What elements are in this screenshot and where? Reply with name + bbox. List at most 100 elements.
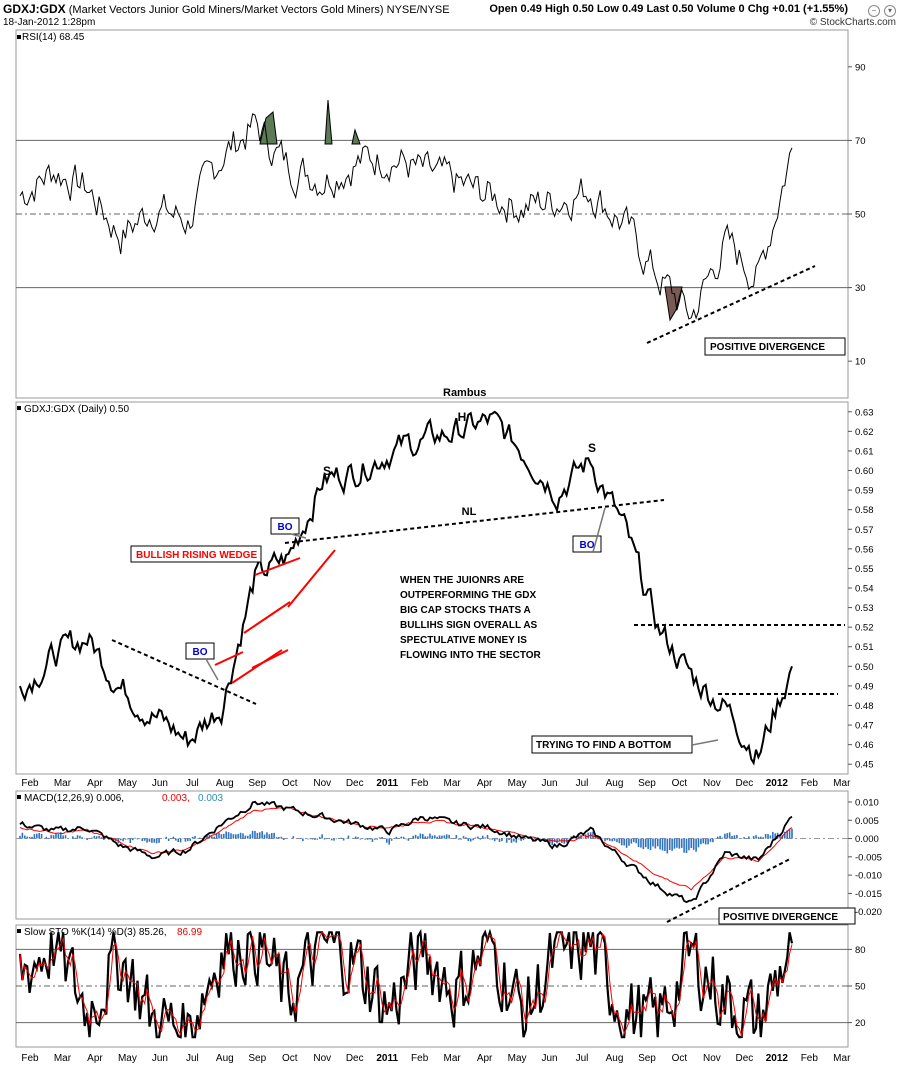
macd-title: MACD(12,26,9) 0.006, — [24, 793, 124, 804]
price-xtick-label: Jul — [186, 778, 199, 789]
price-panel-ytick-label: 0.52 — [855, 623, 874, 634]
sto-xtick-label: Aug — [606, 1053, 624, 1064]
bo-label: BO — [580, 540, 595, 551]
sto-xtick-label: 2012 — [766, 1053, 789, 1064]
sto-xtick-label: Jun — [152, 1053, 168, 1064]
price-xtick-label: Aug — [606, 778, 624, 789]
sto-xtick-label: Feb — [411, 1053, 429, 1064]
price-xtick-label: Sep — [638, 778, 656, 789]
downtrend-line — [111, 639, 257, 705]
wedge-line — [243, 601, 291, 634]
macd-panel-ytick-label: -0.020 — [855, 907, 882, 918]
rsi-overbought-fill — [351, 128, 361, 145]
price-legend-swatch — [17, 406, 21, 410]
sto-legend-swatch — [17, 929, 21, 933]
macd-signal-value: 0.003, — [162, 793, 190, 804]
head-label: H — [458, 410, 467, 424]
price-xtick-label: May — [118, 778, 137, 789]
rsi-overbought-fill — [324, 99, 333, 145]
price-panel-frame — [15, 401, 849, 775]
price-xtick-label: Feb — [21, 778, 39, 789]
macd-divergence-label: POSITIVE DIVERGENCE — [723, 912, 838, 923]
price-xtick-label: 2011 — [376, 778, 398, 789]
macd-panel-ytick-label: -0.015 — [855, 889, 882, 900]
price-xtick-label: Mar — [833, 778, 851, 789]
price-panel-ytick-label: 0.59 — [855, 486, 874, 497]
price-panel-ytick-label: 0.49 — [855, 681, 874, 692]
sto-d-value: 86.99 — [177, 927, 202, 938]
price-panel-ytick-label: 0.60 — [855, 466, 874, 477]
price-xtick-label: Feb — [411, 778, 429, 789]
rsi-panel-ytick-label: 10 — [855, 357, 866, 368]
shoulder-right-label: S — [588, 441, 596, 455]
minimize-icon[interactable]: − — [868, 5, 880, 17]
sto-xtick-label: Sep — [248, 1053, 266, 1064]
sto-title: Slow STO %K(14) %D(3) 85.26, — [24, 927, 167, 938]
price-xtick-label: Oct — [282, 778, 298, 789]
price-xtick-label: May — [508, 778, 527, 789]
rsi-divergence-label: POSITIVE DIVERGENCE — [710, 342, 825, 353]
price-panel-ytick-label: 0.47 — [855, 721, 874, 732]
sto-xtick-label: 2011 — [376, 1053, 398, 1064]
sto-xtick-label: Dec — [735, 1053, 753, 1064]
macd-divergence-line — [666, 858, 791, 923]
commentary-line: OUTPERFORMING THE GDX — [400, 590, 536, 601]
sto-panel-ytick-label: 20 — [855, 1018, 866, 1029]
sto-xtick-label: May — [118, 1053, 137, 1064]
bo-label: BO — [193, 647, 208, 658]
price-xtick-label: Feb — [801, 778, 819, 789]
price-xtick-label: Jun — [541, 778, 557, 789]
sto-xtick-label: May — [508, 1053, 527, 1064]
sto-k-line — [18, 928, 794, 1039]
sto-xtick-label: Apr — [87, 1053, 103, 1064]
bottom-pointer — [691, 739, 719, 746]
macd-legend-swatch — [17, 795, 21, 799]
price-title: GDXJ:GDX (Daily) 0.50 — [24, 404, 129, 415]
price-panel-ytick-label: 0.58 — [855, 505, 874, 516]
macd-hist-value: 0.003 — [198, 793, 223, 804]
commentary-line: WHEN THE JUIONRS ARE — [400, 575, 524, 586]
rsi-divergence-line — [646, 265, 816, 344]
bottom-label: TRYING TO FIND A BOTTOM — [536, 740, 671, 751]
bo-pointer — [592, 507, 606, 553]
sto-d-line — [19, 931, 793, 1038]
rsi-panel-ytick-label: 50 — [855, 210, 866, 221]
exchange: NYSE/NYSE — [386, 4, 450, 16]
price-panel-ytick-label: 0.48 — [855, 701, 874, 712]
sto-xtick-label: Jul — [186, 1053, 199, 1064]
sto-xtick-label: Nov — [703, 1053, 721, 1064]
neckline-label: NL — [462, 506, 477, 518]
sto-xtick-label: Apr — [477, 1053, 493, 1064]
wedge-label: BULLISH RISING WEDGE — [136, 550, 257, 561]
price-xtick-label: Apr — [87, 778, 103, 789]
price-panel-ytick-label: 0.53 — [855, 603, 874, 614]
sto-xtick-label: Feb — [21, 1053, 39, 1064]
price-xtick-label: Aug — [216, 778, 234, 789]
sto-xtick-label: Mar — [54, 1053, 72, 1064]
expand-icon[interactable]: ▾ — [884, 5, 896, 17]
rsi-legend-swatch — [17, 35, 21, 39]
wedge-box — [130, 545, 262, 563]
sto-xtick-label: Feb — [801, 1053, 819, 1064]
rsi-title: RSI(14) 68.45 — [22, 32, 85, 43]
shoulder-left-label: S — [323, 464, 331, 478]
price-xtick-label: Oct — [672, 778, 688, 789]
macd-panel-ytick-label: -0.010 — [855, 871, 882, 882]
price-xtick-label: Dec — [735, 778, 753, 789]
rsi-overbought-fill — [259, 111, 278, 145]
rsi-panel-ytick-label: 90 — [855, 62, 866, 73]
price-panel-ytick-label: 0.46 — [855, 740, 874, 751]
wedge-line — [251, 649, 289, 669]
chart-header: GDXJ:GDX (Market Vectors Junior Gold Min… — [0, 0, 900, 32]
price-panel-ytick-label: 0.61 — [855, 446, 874, 457]
bo-pointer — [290, 533, 307, 539]
sto-xtick-label: Aug — [216, 1053, 234, 1064]
macd-panel-ytick-label: 0.005 — [855, 816, 879, 827]
price-xtick-label: Mar — [54, 778, 72, 789]
bo-box — [270, 517, 300, 535]
price-panel-ytick-label: 0.55 — [855, 564, 874, 575]
macd-panel-ytick-label: 0.010 — [855, 797, 879, 808]
bo-box — [185, 642, 215, 660]
price-panel-ytick-label: 0.56 — [855, 544, 874, 555]
